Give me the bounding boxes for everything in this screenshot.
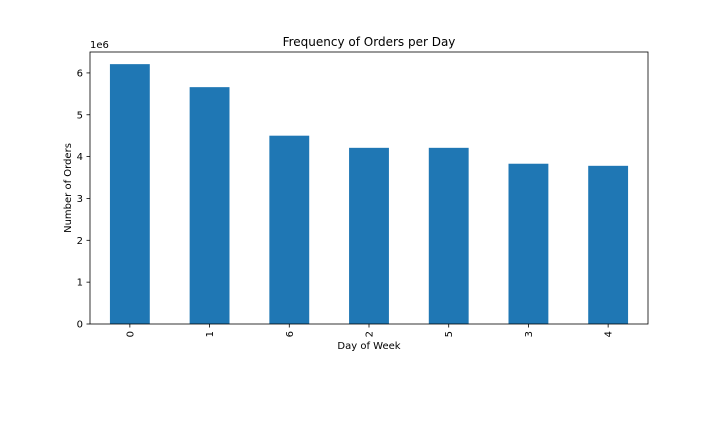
x-tick-label: 5 (444, 331, 455, 337)
bar-day-2 (349, 147, 389, 324)
y-tick-label: 4 (77, 152, 83, 163)
y-tick-label: 6 (77, 68, 83, 79)
y-tick-label: 1 (77, 278, 83, 289)
y-scale-offset-label: 1e6 (90, 40, 109, 51)
x-tick-label: 6 (285, 331, 296, 337)
x-tick-label: 1 (205, 331, 216, 337)
x-tick-label: 3 (524, 331, 535, 337)
ticks-layer: 0 1 6 2 5 3 4 0 1 2 3 4 5 6 (77, 68, 615, 337)
x-tick-label: 0 (125, 331, 136, 337)
bar-day-4 (588, 165, 629, 324)
y-tick-label: 2 (77, 236, 83, 247)
y-tick-label: 5 (77, 110, 83, 121)
y-tick-label: 0 (77, 320, 83, 331)
y-tick-label: 3 (77, 194, 83, 205)
chart-title: Frequency of Orders per Day (283, 35, 456, 49)
bar-day-5 (428, 147, 469, 324)
x-tick-label: 2 (365, 331, 376, 337)
x-axis-label: Day of Week (337, 341, 400, 352)
bar-day-0 (109, 64, 150, 324)
x-tick-label: 4 (604, 331, 615, 337)
bars-layer (109, 64, 629, 325)
y-axis-label: Number of Orders (63, 143, 74, 233)
bar-day-1 (189, 87, 230, 325)
bar-day-3 (508, 163, 549, 324)
bar-day-6 (269, 135, 310, 324)
